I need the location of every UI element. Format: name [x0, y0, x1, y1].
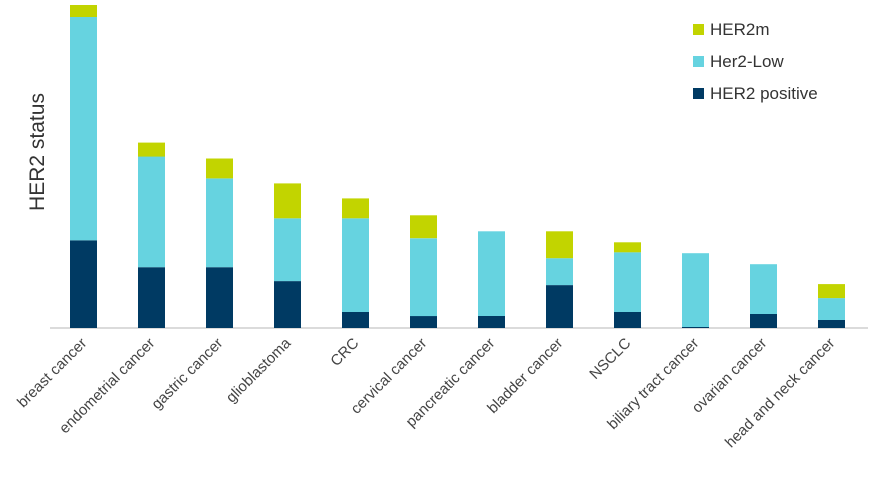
legend-label-her2-low: Her2-Low	[710, 52, 784, 71]
bar-crc-her2m	[342, 198, 369, 219]
x-tick-label-head-and-neck-cancer: head and neck cancer	[722, 335, 838, 451]
bar-pancreatic-cancer-her2-positive	[478, 316, 505, 328]
bar-pancreatic-cancer-her2-low	[478, 231, 505, 316]
legend-swatch-her2-positive	[693, 88, 704, 99]
bar-head-and-neck-cancer-her2m	[818, 284, 845, 299]
bar-cervical-cancer-her2m	[410, 215, 437, 239]
legend-label-her2m: HER2m	[710, 20, 770, 39]
x-tick-label-breast-cancer: breast cancer	[14, 335, 90, 411]
bar-crc-her2-low	[342, 218, 369, 312]
legend-swatch-her2m	[693, 24, 704, 35]
x-tick-label-glioblastoma: glioblastoma	[223, 334, 295, 406]
bar-bladder-cancer-her2m	[546, 231, 573, 259]
bar-cervical-cancer-her2-low	[410, 238, 437, 317]
bar-glioblastoma-her2-low	[274, 218, 301, 282]
bar-head-and-neck-cancer-her2-low	[818, 298, 845, 320]
bar-head-and-neck-cancer-her2-positive	[818, 320, 845, 328]
bar-cervical-cancer-her2-positive	[410, 316, 437, 328]
bar-endometrial-cancer-her2m	[138, 142, 165, 157]
bar-biliary-tract-cancer-her2-positive	[682, 327, 709, 328]
bar-breast-cancer-her2m	[70, 5, 97, 17]
bar-crc-her2-positive	[342, 312, 369, 328]
bar-nsclc-her2-positive	[614, 312, 641, 328]
x-tick-label-nsclc: NSCLC	[586, 335, 634, 383]
bar-bladder-cancer-her2-positive	[546, 285, 573, 328]
legend: HER2m Her2-Low HER2 positive	[693, 20, 818, 103]
bar-group	[70, 5, 845, 328]
bar-breast-cancer-her2-low	[70, 17, 97, 241]
bar-biliary-tract-cancer-her2-low	[682, 253, 709, 327]
bar-endometrial-cancer-her2-positive	[138, 267, 165, 328]
y-axis-title: HER2 status	[26, 93, 49, 211]
bar-nsclc-her2-low	[614, 252, 641, 312]
bar-gastric-cancer-her2-low	[206, 178, 233, 268]
legend-swatch-her2-low	[693, 56, 704, 67]
bar-glioblastoma-her2m	[274, 183, 301, 219]
bar-glioblastoma-her2-positive	[274, 281, 301, 328]
bar-bladder-cancer-her2-low	[546, 258, 573, 286]
bar-gastric-cancer-her2-positive	[206, 267, 233, 328]
x-tick-label-gastric-cancer: gastric cancer	[148, 335, 226, 413]
bar-nsclc-her2m	[614, 242, 641, 253]
legend-label-her2-positive: HER2 positive	[710, 84, 818, 103]
bar-breast-cancer-her2-positive	[70, 240, 97, 328]
x-tick-label-crc: CRC	[327, 335, 362, 370]
bar-endometrial-cancer-her2-low	[138, 156, 165, 268]
bar-ovarian-cancer-her2-positive	[750, 314, 777, 328]
bar-ovarian-cancer-her2-low	[750, 264, 777, 314]
bar-gastric-cancer-her2m	[206, 158, 233, 179]
